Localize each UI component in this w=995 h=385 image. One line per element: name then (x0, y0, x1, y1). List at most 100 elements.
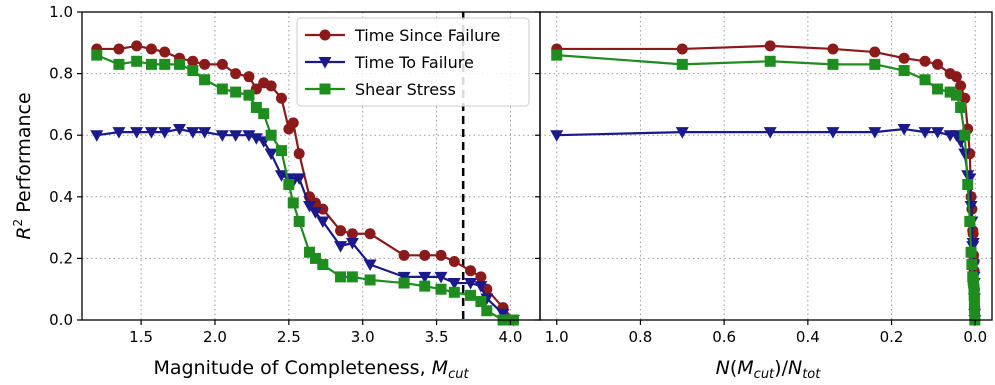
x-tick-label: 1.5 (129, 328, 153, 346)
data-point-time_to_failure (434, 271, 448, 284)
data-point-time_to_failure (292, 173, 306, 185)
right-x-axis-label-n2: N (788, 357, 802, 379)
data-point-shear_stress (551, 49, 563, 61)
y-tick-label: 0.6 (49, 126, 73, 144)
data-point-time_to_failure (550, 130, 564, 142)
x-tick-label: 0.0 (963, 328, 987, 346)
data-point-shear_stress (145, 58, 157, 70)
legend-marker-shear_stress (319, 83, 331, 95)
data-point-shear_stress (959, 129, 971, 141)
data-point-time_to_failure (242, 130, 256, 142)
data-point-time_to_failure (345, 238, 359, 250)
data-point-shear_stress (950, 89, 962, 101)
y-tick-label: 0.4 (49, 188, 73, 206)
data-point-time_since_failure (159, 46, 171, 58)
left-x-axis-label: Magnitude of Completeness, Mcut (153, 357, 469, 382)
x-tick-label: 4.0 (499, 328, 523, 346)
data-point-time_since_failure (475, 271, 487, 283)
data-point-time_since_failure (317, 203, 329, 215)
data-point-time_since_failure (465, 265, 477, 277)
data-point-time_since_failure (230, 68, 242, 80)
data-point-time_since_failure (435, 249, 447, 261)
y-tick-label: 1.0 (49, 3, 73, 21)
data-point-time_to_failure (186, 127, 200, 139)
legend-box (296, 17, 530, 107)
data-point-time_to_failure (130, 127, 144, 139)
legend-marker-time_since_failure (319, 29, 331, 41)
data-point-time_to_failure (363, 259, 377, 272)
data-point-shear_stress (481, 305, 493, 317)
data-point-shear_stress (898, 65, 910, 77)
data-point-shear_stress (216, 83, 228, 95)
data-point-time_since_failure (131, 40, 143, 52)
data-point-shear_stress (932, 83, 944, 95)
left-series (90, 40, 520, 327)
legend-marker-time_to_failure (318, 57, 332, 69)
data-point-shear_stress (265, 129, 277, 141)
data-point-time_to_failure (918, 127, 932, 139)
data-point-time_since_failure (243, 71, 255, 83)
data-point-time_since_failure (448, 255, 460, 267)
legend: Time Since Failure Time To Failure Shear S… (296, 17, 530, 107)
data-point-shear_stress (230, 86, 242, 98)
data-point-time_to_failure (173, 124, 187, 136)
data-point-time_to_failure (249, 133, 263, 145)
right-x-axis-label-open: ( (730, 357, 737, 379)
data-point-time_to_failure (198, 127, 212, 139)
data-point-time_to_failure (158, 127, 172, 139)
data-point-shear_stress (283, 178, 295, 190)
data-point-time_since_failure (955, 80, 967, 92)
data-point-time_to_failure (675, 127, 689, 139)
data-point-time_since_failure (764, 40, 776, 52)
y-axis-label-symbol: R (13, 226, 35, 239)
data-point-time_since_failure (919, 55, 931, 67)
data-point-shear_stress (199, 74, 211, 86)
data-point-time_since_failure (216, 58, 228, 70)
right-grid (540, 12, 992, 320)
data-point-shear_stress (944, 86, 956, 98)
data-point-shear_stress (293, 215, 305, 227)
data-point-time_to_failure (474, 281, 488, 293)
data-point-shear_stress (287, 197, 299, 209)
data-point-time_since_failure (335, 225, 347, 237)
right-x-axis-label: N(Mcut)/Ntot (716, 357, 822, 382)
data-point-shear_stress (968, 296, 980, 308)
data-point-time_to_failure (958, 148, 972, 161)
data-point-shear_stress (968, 289, 980, 301)
data-point-shear_stress (250, 101, 262, 113)
data-point-time_to_failure (418, 271, 432, 284)
data-point-shear_stress (309, 252, 321, 264)
data-point-time_to_failure (112, 127, 126, 139)
data-point-shear_stress (364, 274, 376, 286)
y-tick-label: 0.2 (49, 249, 73, 267)
data-point-shear_stress (159, 58, 171, 70)
data-point-time_to_failure (308, 207, 322, 219)
y-axis-label: R2 Performance (11, 92, 35, 239)
data-point-time_since_failure (265, 80, 277, 92)
left-x-axis-label-symbol: M (432, 357, 448, 379)
data-point-shear_stress (968, 277, 980, 289)
data-point-shear_stress (346, 271, 358, 283)
data-point-time_to_failure (264, 148, 278, 161)
data-point-shear_stress (398, 277, 410, 289)
data-point-shear_stress (919, 74, 931, 86)
legend-label: Time To Failure (354, 53, 474, 72)
data-point-time_since_failure (869, 46, 881, 58)
data-point-time_to_failure (229, 130, 243, 142)
data-point-shear_stress (435, 283, 447, 295)
right-x-axis-label-m: M (737, 357, 753, 379)
data-point-time_to_failure (274, 170, 288, 182)
data-point-time_since_failure (398, 249, 410, 261)
right-x-axis-label-sub1: cut (754, 367, 775, 382)
data-point-time_to_failure (334, 241, 348, 253)
right-series (550, 40, 982, 327)
data-point-shear_stress (676, 58, 688, 70)
x-tick-label: 2.0 (203, 328, 227, 346)
data-point-shear_stress (966, 259, 978, 271)
left-ticks: 0.0 0.2 0.4 0.6 0.8 1.0 1.5 2.0 2.5 3.0 3.5 4.0 (49, 3, 522, 346)
data-point-shear_stress (955, 101, 967, 113)
y-axis-label-text: Performance (13, 92, 35, 218)
data-point-shear_stress (317, 259, 329, 271)
x-tick-label: 0.4 (796, 328, 820, 346)
